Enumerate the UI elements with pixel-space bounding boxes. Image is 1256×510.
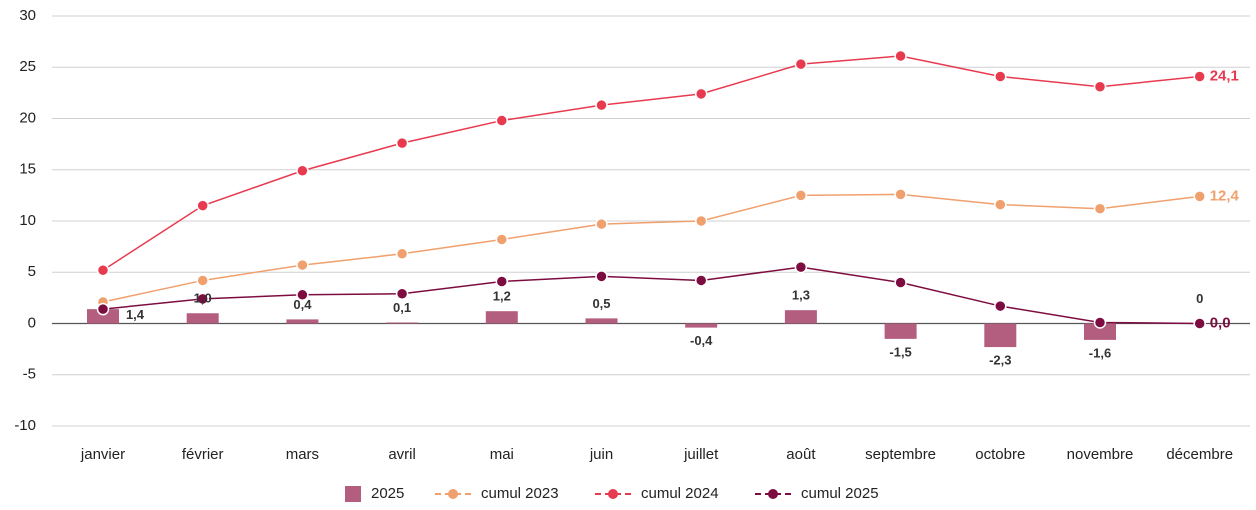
point [196,292,209,306]
y-tick-label: 5 [28,263,36,280]
bar [386,322,419,324]
x-tick-label: août [786,446,816,463]
point [595,98,608,112]
x-tick-label: novembre [1067,446,1134,463]
x-tick-label: février [182,446,224,463]
x-tick-label: mai [490,446,514,463]
line [102,193,1200,303]
value-label: 0,4 [293,297,312,312]
point [1093,316,1107,329]
point [894,276,907,289]
bar [784,310,817,324]
x-tick-label: janvier [80,446,125,463]
y-tick-label: 0 [28,314,36,331]
end-label: 0,0 [1210,314,1231,331]
value-label: -1,6 [1089,345,1111,360]
point [994,198,1007,211]
x-tick-label: septembre [865,446,936,463]
value-label: 0 [1196,291,1203,306]
legend-label: cumul 2023 [481,485,559,502]
value-label: 0,1 [393,300,411,315]
point [395,287,409,301]
point [794,260,808,274]
point [296,258,309,272]
legend-dot [608,489,618,499]
point [96,263,110,277]
point [794,57,808,71]
legend-dot [768,489,778,499]
point [595,217,608,231]
legend-dot [448,489,458,499]
point [395,136,409,150]
point [495,233,509,246]
point [694,214,708,228]
legend-label: cumul 2024 [641,485,719,502]
value-label: -0,4 [690,333,713,348]
point [794,189,808,202]
bar [585,318,618,324]
bar [87,309,119,324]
x-tick-label: octobre [975,446,1025,463]
y-tick-label: 20 [19,109,36,126]
line [102,266,1200,325]
point [1193,317,1206,330]
y-tick-label: -10 [14,417,36,434]
point [1093,80,1107,93]
point [994,299,1007,313]
bar [186,313,219,324]
value-label: 1,0 [194,291,212,306]
point [296,288,309,302]
point [994,70,1007,83]
point [694,274,708,287]
x-tick-label: avril [388,446,416,463]
bar [1084,323,1116,340]
point [694,87,708,101]
bar [286,319,319,324]
x-tick-label: décembre [1166,446,1233,463]
bar [685,323,718,328]
end-label: 12,4 [1210,187,1240,204]
value-label: -1,5 [889,344,911,359]
value-label: 1,3 [792,288,810,303]
point [395,247,409,261]
bar [884,323,917,339]
point [1193,70,1206,83]
value-label: 0,5 [592,296,610,311]
legend-swatch [345,486,361,502]
legend-label: cumul 2025 [801,485,879,502]
bar [984,323,1017,348]
legend-label: 2025 [371,485,404,502]
value-label: -2,3 [989,353,1011,368]
bar [485,311,518,324]
y-tick-label: 30 [19,7,36,24]
x-tick-label: mars [286,446,319,463]
point [1193,190,1206,203]
point [894,49,907,63]
point [296,164,309,178]
value-label: 1,4 [126,307,145,322]
y-tick-label: 15 [19,161,36,178]
value-label: 1,2 [493,289,511,304]
point [495,275,509,288]
y-tick-label: 25 [19,58,36,75]
x-tick-label: juin [589,446,613,463]
point [595,270,608,283]
point [894,188,907,201]
y-tick-label: 10 [19,212,36,229]
point [495,114,509,127]
point [1093,202,1107,215]
end-label: 24,1 [1210,67,1239,84]
y-tick-label: -5 [23,366,36,383]
point [196,199,209,212]
point [196,274,209,287]
x-tick-label: juillet [683,446,719,463]
line [102,55,1200,271]
point [96,302,110,316]
